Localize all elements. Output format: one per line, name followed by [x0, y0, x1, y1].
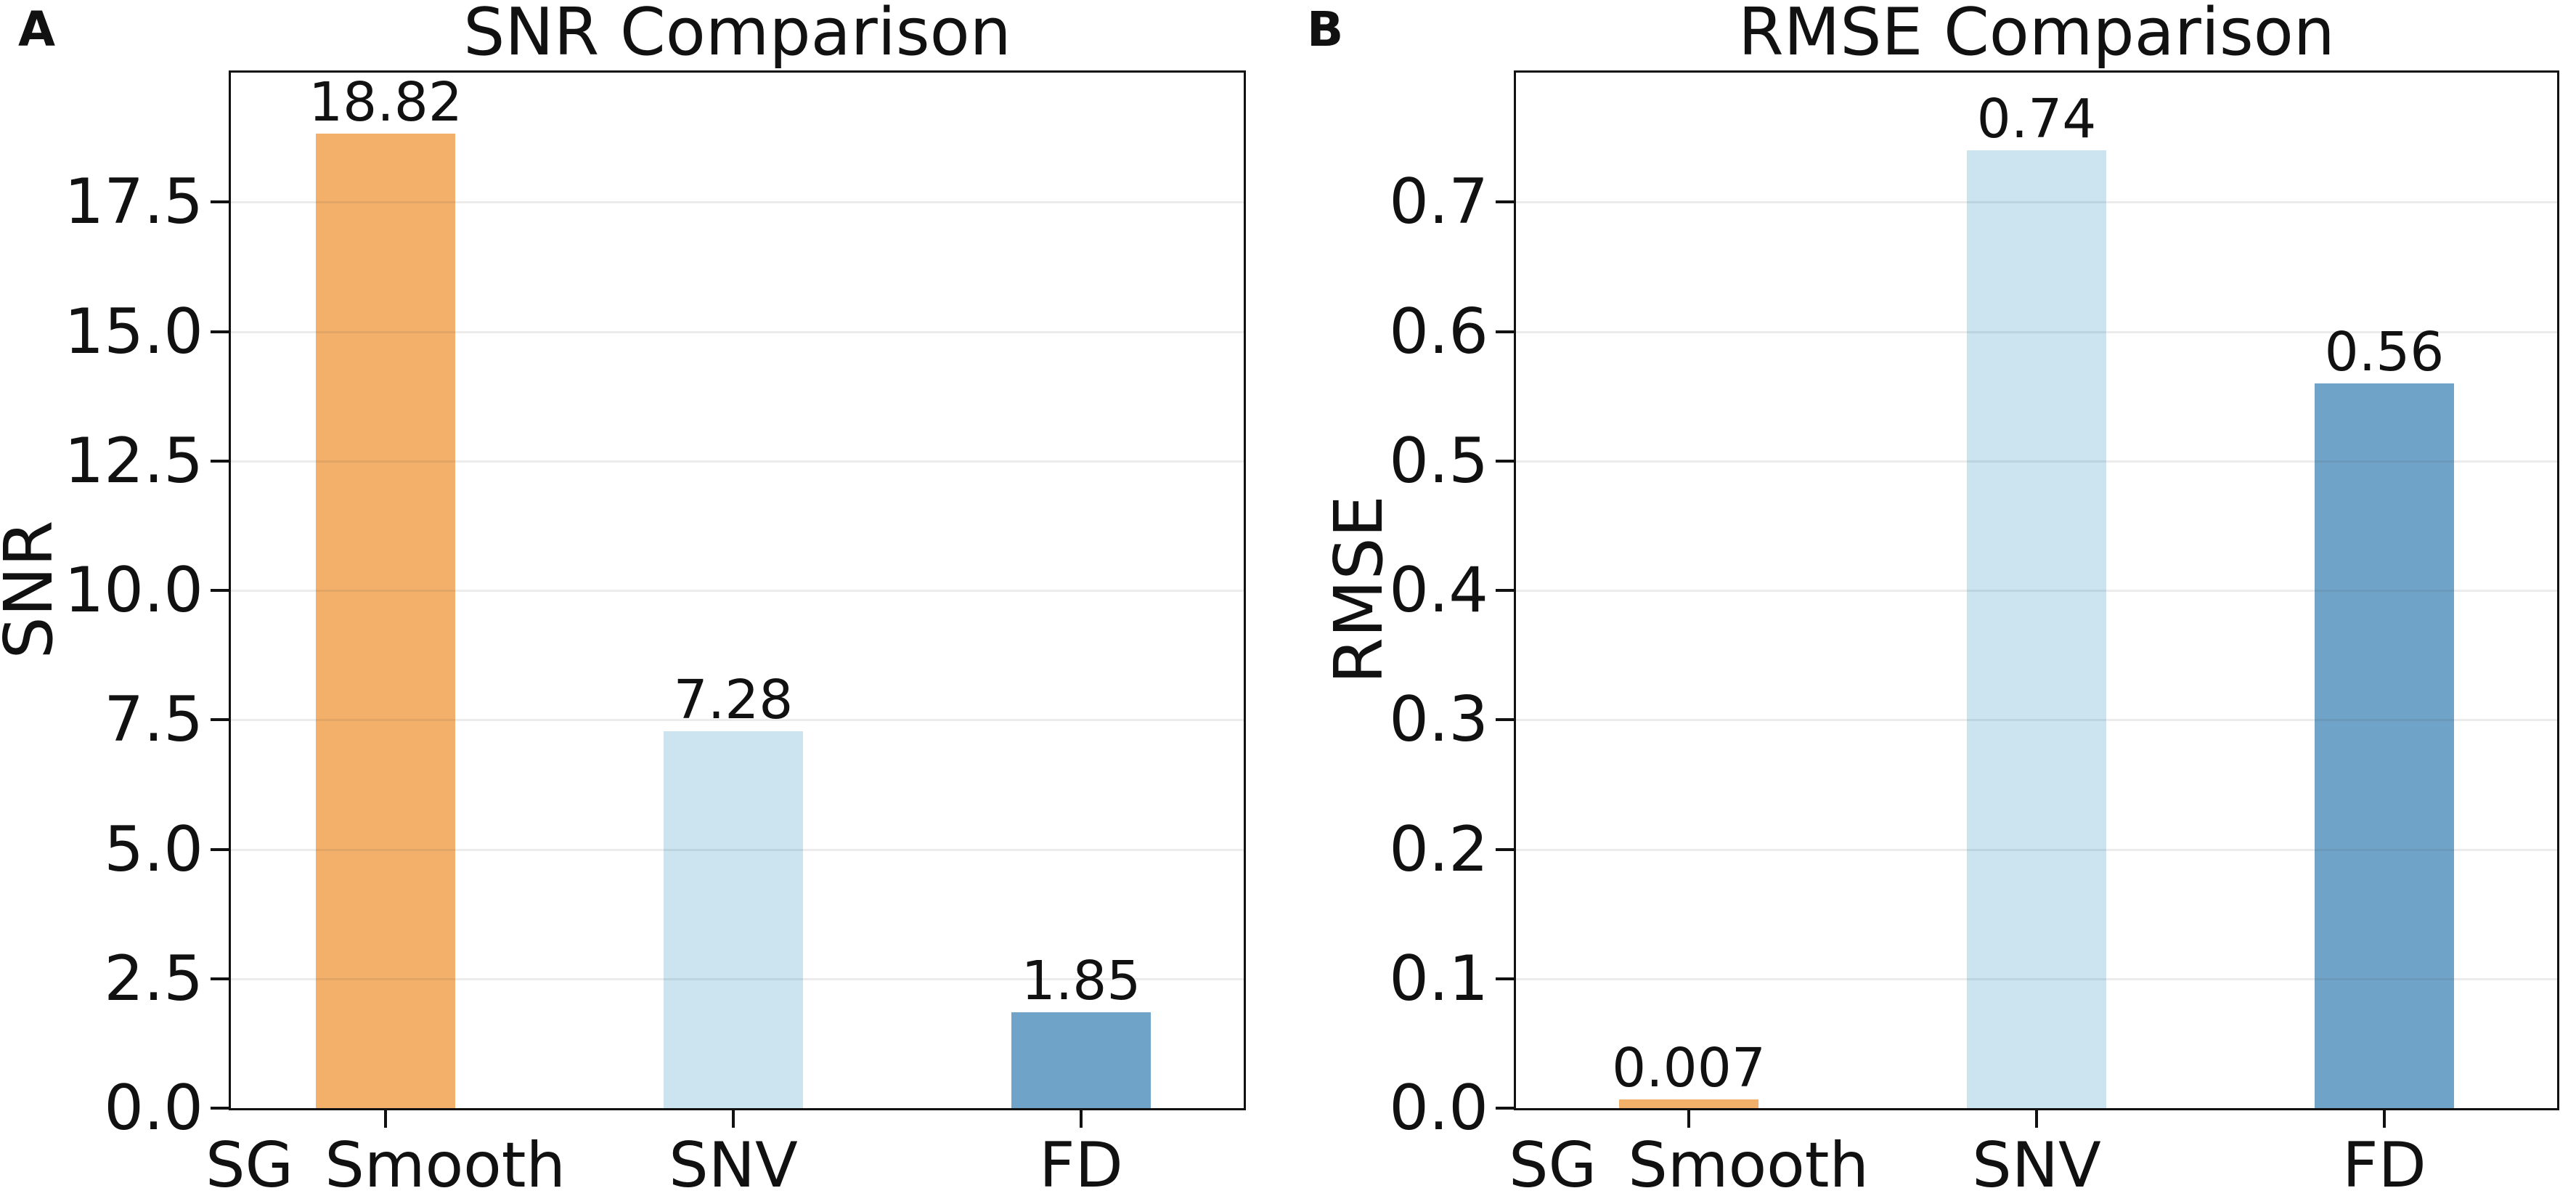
bar-value-label: 18.82	[309, 71, 462, 134]
y-tick-label: 0.6	[1389, 296, 1488, 368]
y-tick-label: 0.5	[1389, 425, 1488, 497]
y-tick	[211, 1107, 229, 1110]
x-tick-label: SG_Smooth	[205, 1129, 566, 1196]
chart-title: RMSE Comparison	[1738, 0, 2335, 70]
panel-letter-a: A	[18, 1, 56, 57]
bar	[1011, 1012, 1151, 1108]
x-tick	[732, 1110, 735, 1128]
bar	[1619, 1099, 1758, 1108]
y-tick-label: 0.4	[1389, 554, 1488, 627]
plot-area	[1514, 70, 2559, 1110]
y-tick	[1496, 848, 1514, 851]
x-tick	[384, 1110, 387, 1128]
chart-title: SNR Comparison	[463, 0, 1011, 70]
panel-letter-b: B	[1307, 1, 1344, 57]
y-tick	[1496, 200, 1514, 203]
x-tick-label: SNV	[1972, 1129, 2101, 1196]
bar	[664, 731, 803, 1108]
gridline	[1514, 978, 2559, 980]
y-tick-label: 12.5	[64, 425, 203, 497]
y-tick-label: 0.3	[1389, 683, 1488, 756]
y-tick	[211, 460, 229, 463]
y-tick-label: 0.0	[104, 1072, 203, 1144]
y-tick	[211, 977, 229, 980]
bar-value-label: 0.74	[1976, 88, 2097, 150]
x-tick-label: FD	[1039, 1129, 1123, 1196]
y-tick	[1496, 460, 1514, 463]
y-tick	[1496, 1107, 1514, 1110]
bar	[316, 134, 455, 1108]
gridline	[1514, 849, 2559, 851]
x-tick-label: SNV	[669, 1129, 798, 1196]
gridline	[229, 719, 1246, 721]
y-tick-label: 17.5	[64, 166, 203, 238]
x-tick	[1080, 1110, 1083, 1128]
y-tick-label: 0.7	[1389, 166, 1488, 238]
x-tick-label: FD	[2342, 1129, 2426, 1196]
bar	[2315, 383, 2454, 1108]
y-tick	[211, 330, 229, 333]
y-tick-label: 0.1	[1389, 943, 1488, 1015]
y-tick	[1496, 977, 1514, 980]
gridline	[229, 849, 1246, 851]
y-tick	[1496, 589, 1514, 592]
x-tick	[2383, 1110, 2386, 1128]
bar-value-label: 0.007	[1612, 1037, 1766, 1099]
x-tick-label: SG_Smooth	[1508, 1129, 1870, 1196]
bar-value-label: 7.28	[673, 669, 794, 731]
gridline	[229, 201, 1246, 203]
y-tick-label: 0.2	[1389, 813, 1488, 886]
gridline	[229, 978, 1246, 980]
y-tick-label: 5.0	[104, 813, 203, 886]
y-tick	[211, 848, 229, 851]
y-tick-label: 7.5	[104, 683, 203, 756]
gridline	[1514, 590, 2559, 592]
bar	[1967, 150, 2106, 1108]
y-tick	[211, 589, 229, 592]
y-tick-label: 15.0	[64, 296, 203, 368]
y-tick-label: 0.0	[1389, 1072, 1488, 1144]
gridline	[229, 590, 1246, 592]
bar-value-label: 1.85	[1021, 950, 1141, 1012]
y-tick	[1496, 718, 1514, 721]
gridline	[229, 331, 1246, 333]
gridline	[1514, 331, 2559, 333]
x-tick	[1687, 1110, 1690, 1128]
y-tick-label: 10.0	[64, 554, 203, 627]
x-tick	[2035, 1110, 2038, 1128]
y-tick	[211, 200, 229, 203]
gridline	[229, 460, 1246, 463]
bar-value-label: 0.56	[2324, 321, 2445, 383]
gridline	[1514, 201, 2559, 203]
plot-area	[229, 70, 1246, 1110]
gridline	[1514, 719, 2559, 721]
gridline	[1514, 460, 2559, 463]
y-tick	[1496, 330, 1514, 333]
y-tick	[211, 718, 229, 721]
y-tick-label: 2.5	[104, 943, 203, 1015]
